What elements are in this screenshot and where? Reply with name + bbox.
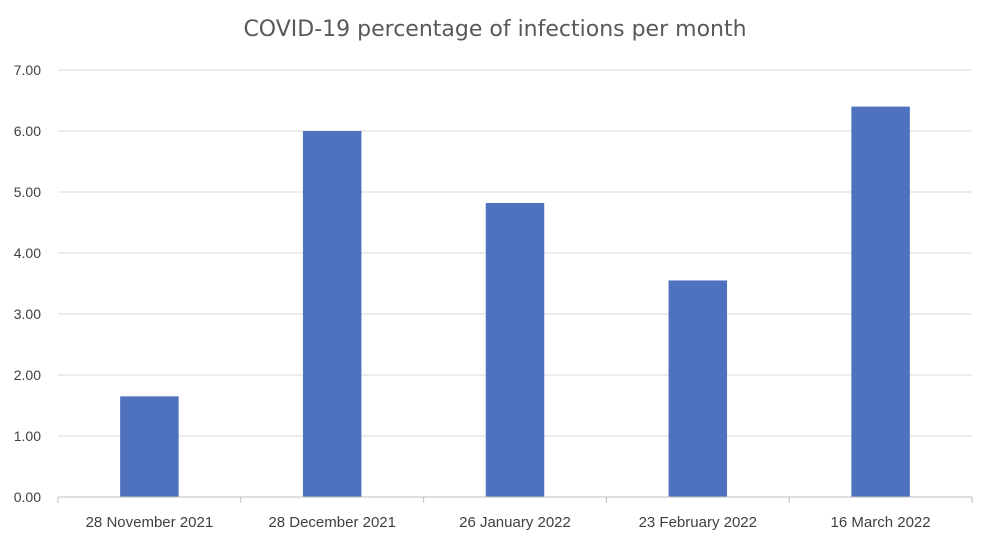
x-category-label: 28 November 2021: [86, 514, 214, 531]
x-axis: 28 November 2021 28 December 2021 26 Janua…: [57, 496, 973, 531]
bar: [485, 202, 545, 498]
bar: [120, 396, 179, 497]
x-category-label: 23 February 2022: [639, 514, 757, 531]
y-tick-label: 0.00: [14, 489, 41, 505]
y-tick-label: 6.00: [14, 123, 41, 139]
y-tick-label: 5.00: [14, 184, 41, 200]
y-tick-label: 2.00: [14, 367, 41, 383]
bar: [302, 131, 362, 497]
bars: [120, 106, 910, 498]
y-tick-label: 3.00: [14, 306, 41, 322]
x-category-label: 16 March 2022: [831, 514, 931, 531]
y-tick-label: 4.00: [14, 245, 41, 261]
bar: [668, 280, 728, 497]
x-category-label: 26 January 2022: [459, 514, 571, 531]
chart-title: COVID-19 percentage of infections per mo…: [243, 17, 746, 42]
bar: [851, 106, 910, 497]
x-category-label: 28 December 2021: [268, 514, 396, 531]
y-axis-tick-labels: 0.00 1.00 2.00 3.00 4.00 5.00 6.00 7.00: [14, 62, 41, 505]
y-tick-label: 7.00: [14, 62, 41, 78]
y-tick-label: 1.00: [14, 428, 41, 444]
